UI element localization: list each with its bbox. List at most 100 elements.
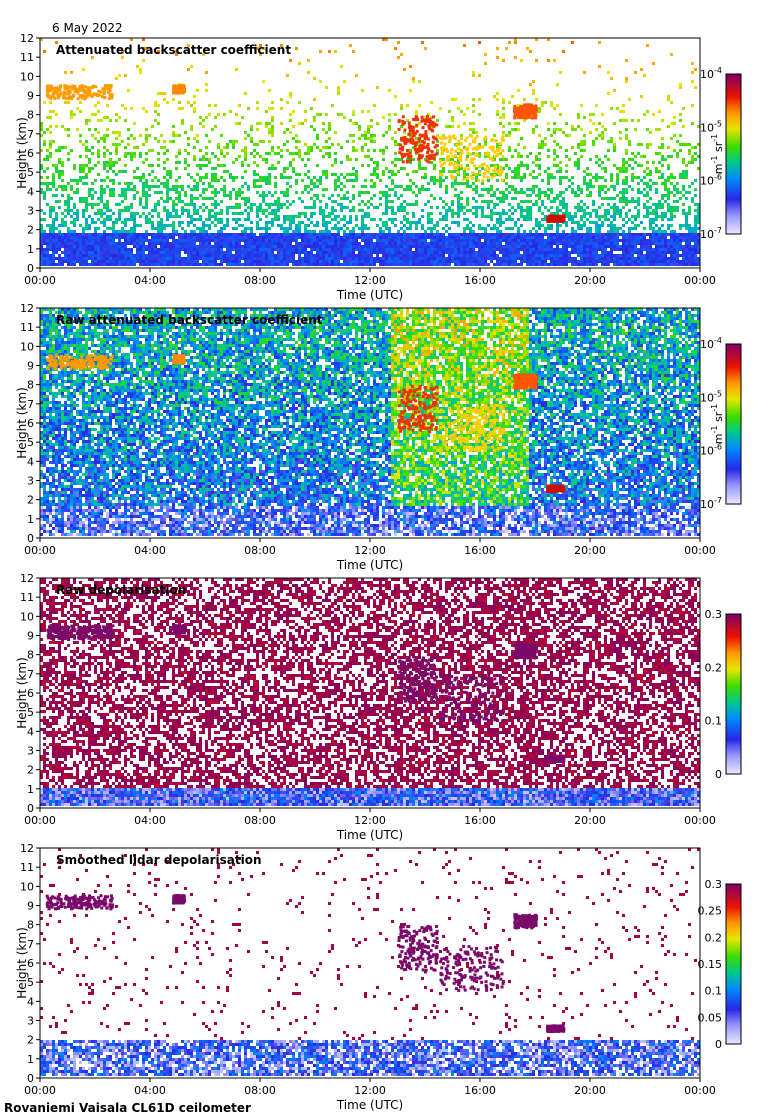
x-tick-label: 20:00 [574, 544, 606, 557]
x-tick-label: 16:00 [464, 1084, 496, 1097]
y-tick-label: 10 [20, 610, 34, 623]
y-tick-label: 3 [27, 745, 34, 758]
y-tick-label: 7 [27, 938, 34, 951]
y-tick-label: 1 [27, 513, 34, 526]
y-tick-label: 10 [20, 880, 34, 893]
x-tick-label: 00:00 [684, 814, 716, 827]
colorbar-tick-label: 10-6 [700, 443, 722, 458]
x-tick-label: 04:00 [134, 544, 166, 557]
x-tick-label: 20:00 [574, 1084, 606, 1097]
y-tick-label: 5 [27, 706, 34, 719]
colorbar-tick-label: 0.25 [698, 905, 723, 918]
colorbar: 0.3 0.2 0.1 0 [705, 608, 742, 781]
x-tick-label: 12:00 [354, 1084, 386, 1097]
y-tick-label: 1 [27, 1053, 34, 1066]
x-tick-label: 12:00 [354, 814, 386, 827]
y-tick-label: 6 [27, 957, 34, 970]
colorbar: 10-4 10-5 10-6 10-7 m-1 sr-1 [700, 66, 742, 241]
y-tick-label: 7 [27, 668, 34, 681]
y-tick-label: 2 [27, 1034, 34, 1047]
y-tick-label: 7 [27, 128, 34, 141]
colorbar-tick-label: 0.3 [705, 608, 723, 621]
y-tick-label: 4 [27, 995, 34, 1008]
instrument-label: Rovaniemi Vaisala CL61D ceilometer [4, 1101, 251, 1115]
colorbar-tick-label: 0.3 [705, 878, 723, 891]
x-axis-label: Time (UTC) [336, 1098, 403, 1112]
x-tick-label: 20:00 [574, 814, 606, 827]
x-tick-label: 00:00 [24, 274, 56, 287]
panel-title: Smoothed lidar depolarisation [56, 853, 262, 867]
colorbar: 10-4 10-5 10-6 10-7 m-1 sr-1 [700, 336, 742, 511]
y-tick-label: 3 [27, 1015, 34, 1028]
x-tick-label: 00:00 [684, 544, 716, 557]
y-tick-label: 12 [20, 572, 34, 585]
x-axis-label: Time (UTC) [336, 558, 403, 572]
y-tick-label: 0 [27, 532, 34, 545]
y-tick-label: 0 [27, 802, 34, 815]
colorbar-tick-label: 0.15 [698, 958, 723, 971]
colorbar-tick-label: 0.2 [705, 661, 723, 674]
x-tick-label: 12:00 [354, 274, 386, 287]
x-tick-label: 16:00 [464, 814, 496, 827]
colorbar: 0.3 0.25 0.2 0.15 0.1 0.05 0 [698, 878, 742, 1051]
y-axis-label: Height (km) [15, 117, 29, 188]
y-tick-label: 8 [27, 109, 34, 122]
x-tick-label: 20:00 [574, 274, 606, 287]
cloud-features [45, 84, 566, 223]
x-tick-label: 00:00 [24, 544, 56, 557]
panel-title: Attenuated backscatter coefficient [56, 43, 291, 57]
colorbar-tick-label: 10-5 [700, 389, 722, 404]
colorbar-tick-label: 0.1 [705, 715, 723, 728]
y-tick-label: 8 [27, 649, 34, 662]
colorbar-tick-label: 0 [715, 1038, 722, 1051]
colorbar-tick-label: 10-4 [700, 66, 722, 81]
y-tick-label: 12 [20, 842, 34, 855]
colorbar-tick-label: 10-4 [700, 336, 722, 351]
y-tick-label: 3 [27, 475, 34, 488]
y-tick-label: 2 [27, 494, 34, 507]
y-tick-label: 6 [27, 687, 34, 700]
colorbar-tick-label: 10-5 [700, 119, 722, 134]
colorbar-tick-label: 0 [715, 768, 722, 781]
y-tick-label: 3 [27, 205, 34, 218]
y-tick-label: 11 [20, 861, 34, 874]
y-tick-label: 10 [20, 340, 34, 353]
panel-title: Raw attenuated backscatter coefficient [56, 313, 323, 327]
heatmap-field [40, 578, 700, 806]
y-tick-label: 6 [27, 417, 34, 430]
y-tick-label: 11 [20, 51, 34, 64]
y-axis-label: Height (km) [15, 387, 29, 458]
y-tick-label: 9 [27, 630, 34, 643]
y-tick-label: 1 [27, 783, 34, 796]
x-tick-label: 00:00 [24, 814, 56, 827]
x-tick-label: 12:00 [354, 544, 386, 557]
y-tick-label: 5 [27, 436, 34, 449]
cloud-features [45, 894, 566, 1034]
y-tick-label: 11 [20, 591, 34, 604]
x-axis-label: Time (UTC) [336, 288, 403, 302]
colorbar-tick-label: 0.1 [705, 985, 723, 998]
y-tick-label: 10 [20, 70, 34, 83]
heatmap-field [40, 848, 700, 1076]
y-tick-label: 9 [27, 360, 34, 373]
y-tick-label: 12 [20, 32, 34, 45]
x-tick-label: 08:00 [244, 814, 276, 827]
y-axis-label: Height (km) [15, 927, 29, 998]
y-tick-label: 6 [27, 147, 34, 160]
colorbar-tick-label: 0.05 [698, 1011, 723, 1024]
colorbar-tick-label: 0.2 [705, 931, 723, 944]
y-tick-label: 9 [27, 90, 34, 103]
x-axis-label: Time (UTC) [336, 828, 403, 842]
y-tick-label: 0 [27, 262, 34, 275]
y-tick-label: 4 [27, 455, 34, 468]
x-tick-label: 08:00 [244, 544, 276, 557]
y-tick-label: 9 [27, 900, 34, 913]
colorbar-tick-label: 10-7 [700, 226, 722, 241]
y-tick-label: 7 [27, 398, 34, 411]
colorbar-tick-label: 10-6 [700, 173, 722, 188]
y-axis-label: Height (km) [15, 657, 29, 728]
